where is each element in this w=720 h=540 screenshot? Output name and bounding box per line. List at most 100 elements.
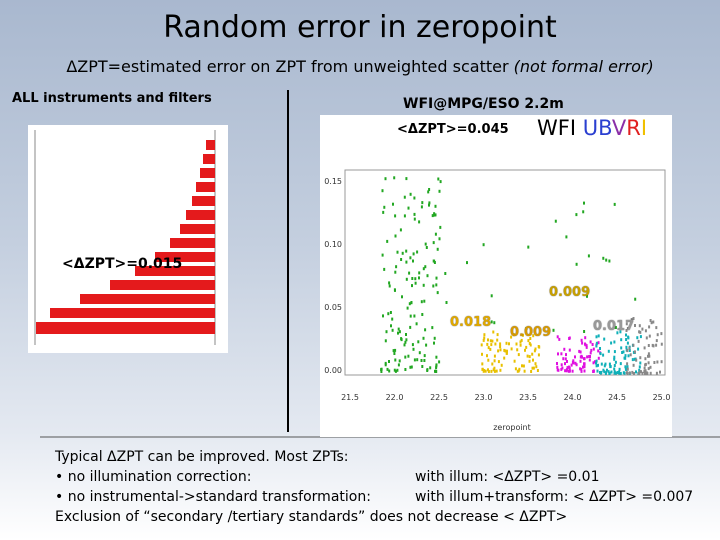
- scatter-point-decor: [433, 336, 436, 340]
- scatter-panel: [320, 115, 672, 437]
- scatter-point-decor: [652, 344, 655, 348]
- scatter-point-decor: [613, 364, 616, 367]
- scatter-point-decor: [533, 349, 536, 353]
- subtitle-text: ΔZPT=estimated error on ZPT from unweigh…: [66, 57, 514, 76]
- scatter-point-decor: [565, 353, 567, 357]
- scatter-point-decor: [656, 360, 659, 364]
- scatter-point-decor: [409, 256, 412, 260]
- scatter-point-decor: [644, 372, 646, 375]
- scatter-point-decor: [644, 329, 647, 333]
- scatter-point-decor: [388, 284, 391, 288]
- scatter-point-decor: [412, 347, 415, 351]
- scatter-point-decor: [390, 324, 392, 328]
- scatter-point-decor: [413, 212, 416, 216]
- scatter-point-decor: [434, 213, 437, 217]
- scatter-point-decor: [400, 338, 403, 342]
- scatter-point-decor: [403, 195, 406, 199]
- scatter-point-decor: [394, 270, 397, 274]
- scatter-point-decor: [380, 367, 383, 371]
- scatter-point-decor: [391, 328, 394, 332]
- scatter-point-decor: [647, 367, 650, 371]
- scatter-point-decor: [427, 190, 430, 194]
- x-tick-label: 22.5: [430, 393, 448, 402]
- scatter-point-decor: [584, 336, 587, 340]
- scatter-point-decor: [633, 357, 636, 361]
- scatter-point-decor: [568, 365, 570, 369]
- scatter-point-decor: [583, 363, 586, 367]
- notes-item: with illum: <ΔZPT> =0.01: [415, 469, 600, 485]
- scatter-point-decor: [580, 369, 583, 373]
- scatter-point-decor: [534, 362, 537, 366]
- scatter-point-decor: [408, 302, 411, 306]
- scatter-point-decor: [575, 262, 578, 266]
- scatter-point-decor: [444, 272, 447, 275]
- scatter-point-decor: [420, 300, 423, 304]
- scatter-point-decor: [556, 365, 559, 369]
- scatter-point-decor: [409, 314, 412, 318]
- scatter-point-decor: [493, 359, 496, 363]
- scatter-point-decor: [616, 371, 619, 374]
- scatter-point-decor: [437, 177, 440, 181]
- scatter-point-decor: [414, 277, 417, 281]
- scatter-point-decor: [409, 365, 412, 369]
- scatter-point-decor: [528, 355, 531, 359]
- scatter-point-decor: [597, 356, 600, 360]
- panel-label: ALL instruments and filters: [12, 91, 212, 106]
- y-tick-label: 0.00: [324, 366, 342, 375]
- scatter-point-decor: [393, 368, 396, 372]
- scatter-point-decor: [421, 365, 424, 368]
- scatter-point-decor: [655, 343, 658, 347]
- scatter-point-decor: [634, 324, 636, 327]
- scatter-point-decor: [493, 366, 496, 370]
- scatter-point-decor: [639, 330, 642, 334]
- scatter-point-decor: [401, 295, 403, 299]
- scatter-point-decor: [599, 352, 602, 356]
- scatter-point-decor: [613, 350, 616, 354]
- scatter-point-decor: [424, 328, 427, 332]
- scatter-point-decor: [405, 333, 407, 336]
- scatter-point-decor: [606, 368, 608, 372]
- scatter-point-decor: [638, 365, 641, 369]
- scatter-point-decor: [653, 361, 656, 364]
- scatter-point-decor: [579, 367, 582, 371]
- panel-label: WFI@MPG/ESO 2.2m: [403, 96, 564, 112]
- scatter-point-decor: [435, 363, 438, 367]
- scatter-point-decor: [636, 336, 639, 340]
- scatter-point-decor: [487, 370, 490, 373]
- scatter-point-decor: [531, 352, 534, 356]
- scatter-point-decor: [417, 340, 420, 344]
- scatter-point-decor: [645, 371, 648, 375]
- x-axis-label: zeropoint: [493, 423, 531, 432]
- scatter-point-decor: [424, 242, 427, 246]
- scatter-point-decor: [423, 354, 426, 358]
- scatter-point-decor: [570, 363, 573, 367]
- scatter-point-decor: [413, 358, 416, 362]
- scatter-point-decor: [633, 372, 635, 375]
- scatter-point-decor: [639, 356, 642, 360]
- scatter-point-decor: [625, 329, 628, 332]
- scatter-point-decor: [415, 322, 418, 326]
- scatter-point-decor: [499, 345, 502, 349]
- scatter-point-decor: [589, 355, 591, 358]
- scatter-point-decor: [613, 355, 616, 359]
- scatter-point-decor: [384, 339, 387, 343]
- scatter-point-decor: [426, 274, 429, 278]
- scatter-point-decor: [623, 356, 626, 360]
- scatter-point-decor: [618, 370, 620, 374]
- scatter-point-decor: [487, 346, 490, 350]
- title: Random error in zeropoint: [163, 10, 557, 45]
- scatter-point-decor: [626, 365, 629, 369]
- notes-item: • no illumination correction:: [55, 469, 252, 485]
- scatter-point-decor: [401, 251, 404, 255]
- value-label: 0.009: [510, 325, 552, 340]
- scatter-point-decor: [624, 354, 627, 358]
- filter: R: [626, 116, 641, 140]
- scatter-point-decor: [523, 369, 526, 373]
- filter: B: [598, 116, 612, 140]
- scatter-point-decor: [433, 212, 436, 216]
- scatter-point-decor: [605, 258, 608, 262]
- scatter-point-decor: [619, 362, 622, 366]
- scatter-point-decor: [595, 361, 597, 365]
- scatter-point-decor: [525, 327, 528, 330]
- scatter-point-decor: [412, 252, 415, 256]
